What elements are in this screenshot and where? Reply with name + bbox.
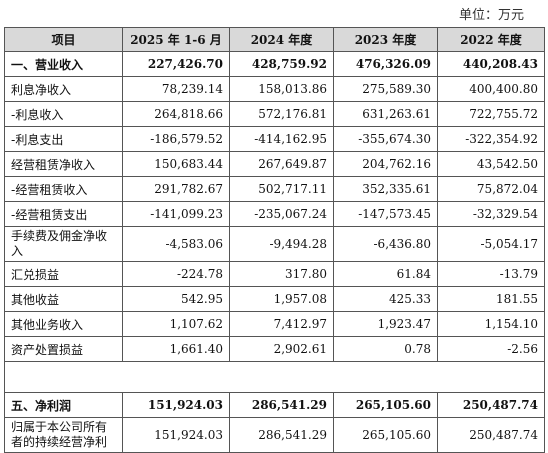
value-cell: 352,335.61 <box>333 176 438 202</box>
value-cell: -322,354.92 <box>437 126 545 152</box>
value-cell: 151,924.03 <box>122 392 230 418</box>
unit-note: 单位：万元 <box>458 8 524 23</box>
table-row: 其他收益 542.95 1,957.08 425.33 181.55 <box>4 286 545 312</box>
value-cell: 1,107.62 <box>122 311 230 337</box>
value-cell: 265,105.60 <box>333 392 438 418</box>
row-label: 利息净收入 <box>4 76 123 102</box>
table-row: -经营租赁支出 -141,099.23 -235,067.24 -147,573.45… <box>4 201 545 227</box>
row-label: 一、营业收入 <box>4 51 123 77</box>
value-cell: -9,494.28 <box>229 226 334 262</box>
value-cell: 631,263.61 <box>333 101 438 127</box>
value-cell: -32,329.54 <box>437 201 545 227</box>
value-cell: 572,176.81 <box>229 101 334 127</box>
table-row: 一、营业收入 227,426.70 428,759.92 476,326.09 440,… <box>4 51 545 77</box>
row-label: 五、净利润 <box>4 392 123 418</box>
empty-cell <box>333 361 438 393</box>
empty-cell <box>437 361 545 393</box>
value-cell: 158,013.86 <box>229 76 334 102</box>
value-cell: -4,583.06 <box>122 226 230 262</box>
value-cell: -355,674.30 <box>333 126 438 152</box>
value-cell: -414,162.95 <box>229 126 334 152</box>
value-cell: 151,924.03 <box>122 417 230 453</box>
empty-cell <box>122 361 230 393</box>
header-item: 项目 <box>4 27 123 52</box>
value-cell: -13.79 <box>437 261 545 287</box>
table-row: 五、净利润 151,924.03 286,541.29 265,105.60 250,4… <box>4 392 545 418</box>
table-body: 一、营业收入 227,426.70 428,759.92 476,326.09 440,… <box>4 51 545 453</box>
value-cell: 250,487.74 <box>437 417 545 453</box>
table-row: 手续费及佣金净收入 -4,583.06 -9,494.28 -6,436.80 -5,0… <box>4 226 545 262</box>
row-label: 汇兑损益 <box>4 261 123 287</box>
table-row: 经营租赁净收入 150,683.44 267,649.87 204,762.16 43,… <box>4 151 545 177</box>
row-label: -经营租赁支出 <box>4 201 123 227</box>
value-cell: 400,400.80 <box>437 76 545 102</box>
value-cell: 227,426.70 <box>122 51 230 77</box>
table-row: -利息支出 -186,579.52 -414,162.95 -355,674.30 -3… <box>4 126 545 152</box>
row-label: 经营租赁净收入 <box>4 151 123 177</box>
value-cell: 291,782.67 <box>122 176 230 202</box>
value-cell: 317.80 <box>229 261 334 287</box>
empty-cell <box>4 361 123 393</box>
value-cell: 286,541.29 <box>229 417 334 453</box>
value-cell: 150,683.44 <box>122 151 230 177</box>
row-label: 手续费及佣金净收入 <box>4 226 123 262</box>
table-header-row: 项目 2025 年 1-6 月 2024 年度 2023 年度 2022 年度 <box>4 27 545 52</box>
value-cell: 1,661.40 <box>122 336 230 362</box>
table-row: 汇兑损益 -224.78 317.80 61.84 -13.79 <box>4 261 545 287</box>
value-cell: 78,239.14 <box>122 76 230 102</box>
value-cell: -5,054.17 <box>437 226 545 262</box>
value-cell: 542.95 <box>122 286 230 312</box>
value-cell: 75,872.04 <box>437 176 545 202</box>
header-2025h1: 2025 年 1-6 月 <box>122 27 230 52</box>
row-label: 其他业务收入 <box>4 311 123 337</box>
value-cell: 7,412.97 <box>229 311 334 337</box>
value-cell: 428,759.92 <box>229 51 334 77</box>
value-cell: -6,436.80 <box>333 226 438 262</box>
value-cell: -147,573.45 <box>333 201 438 227</box>
value-cell: -224.78 <box>122 261 230 287</box>
value-cell: 0.78 <box>333 336 438 362</box>
table-row: 资产处置损益 1,661.40 2,902.61 0.78 -2.56 <box>4 336 545 362</box>
value-cell: 440,208.43 <box>437 51 545 77</box>
value-cell: -235,067.24 <box>229 201 334 227</box>
spacer-row <box>4 361 545 393</box>
value-cell: -186,579.52 <box>122 126 230 152</box>
income-statement-table: 项目 2025 年 1-6 月 2024 年度 2023 年度 2022 年度 … <box>4 27 545 453</box>
table-row: -经营租赁收入 291,782.67 502,717.11 352,335.61 75,… <box>4 176 545 202</box>
value-cell: 502,717.11 <box>229 176 334 202</box>
table-row: -利息收入 264,818.66 572,176.81 631,263.61 722,7… <box>4 101 545 127</box>
value-cell: 43,542.50 <box>437 151 545 177</box>
value-cell: 181.55 <box>437 286 545 312</box>
value-cell: 425.33 <box>333 286 438 312</box>
row-label: 归属于本公司所有者的持续经营净利 <box>4 417 123 453</box>
value-cell: 264,818.66 <box>122 101 230 127</box>
value-cell: 1,154.10 <box>437 311 545 337</box>
header-2024: 2024 年度 <box>229 27 334 52</box>
value-cell: 267,649.87 <box>229 151 334 177</box>
table-row: 归属于本公司所有者的持续经营净利 151,924.03 286,541.29 265,… <box>4 417 545 453</box>
value-cell: 61.84 <box>333 261 438 287</box>
empty-cell <box>229 361 334 393</box>
value-cell: 722,755.72 <box>437 101 545 127</box>
value-cell: 286,541.29 <box>229 392 334 418</box>
value-cell: 275,589.30 <box>333 76 438 102</box>
value-cell: 250,487.74 <box>437 392 545 418</box>
table-row: 其他业务收入 1,107.62 7,412.97 1,923.47 1,154.10 <box>4 311 545 337</box>
row-label: -经营租赁收入 <box>4 176 123 202</box>
header-2023: 2023 年度 <box>333 27 438 52</box>
value-cell: 1,957.08 <box>229 286 334 312</box>
value-cell: 2,902.61 <box>229 336 334 362</box>
value-cell: -141,099.23 <box>122 201 230 227</box>
value-cell: 204,762.16 <box>333 151 438 177</box>
row-label: -利息收入 <box>4 101 123 127</box>
value-cell: 265,105.60 <box>333 417 438 453</box>
header-2022: 2022 年度 <box>437 27 545 52</box>
value-cell: 476,326.09 <box>333 51 438 77</box>
row-label: 其他收益 <box>4 286 123 312</box>
value-cell: -2.56 <box>437 336 545 362</box>
value-cell: 1,923.47 <box>333 311 438 337</box>
table-row: 利息净收入 78,239.14 158,013.86 275,589.30 400,40… <box>4 76 545 102</box>
row-label: 资产处置损益 <box>4 336 123 362</box>
row-label: -利息支出 <box>4 126 123 152</box>
